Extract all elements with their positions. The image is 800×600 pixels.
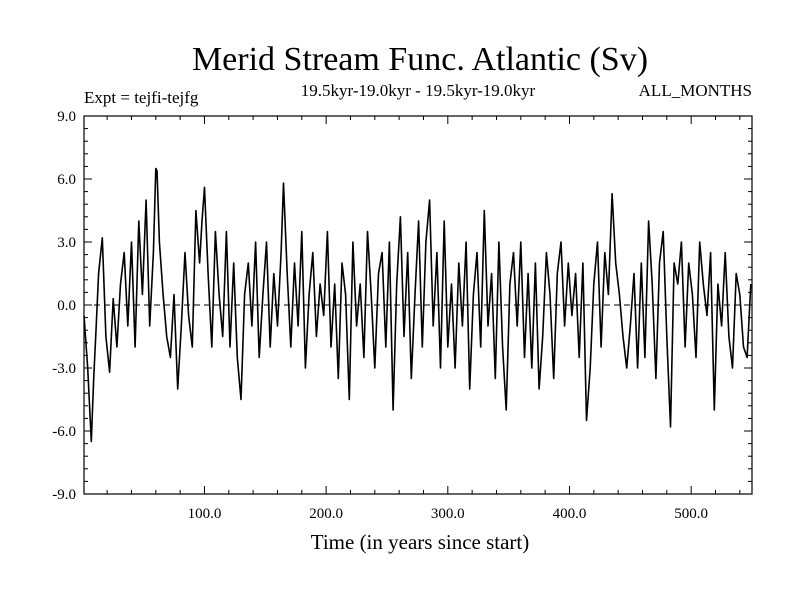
series-line-0 — [83, 167, 752, 443]
y-tick-label: 3.0 — [57, 235, 76, 251]
y-tick-label: 9.0 — [57, 109, 76, 125]
x-tick-label: 500.0 — [674, 506, 708, 522]
x-axis-label: Time (in years since start) — [311, 530, 530, 554]
y-tick-label: -9.0 — [52, 487, 76, 503]
y-tick-label: -6.0 — [52, 424, 76, 440]
y-tick-label: 6.0 — [57, 172, 76, 188]
chart-title: Merid Stream Func. Atlantic (Sv) — [192, 41, 648, 78]
x-tick-label: 100.0 — [188, 506, 222, 522]
y-tick-label: 0.0 — [57, 298, 76, 314]
x-tick-label: 300.0 — [431, 506, 465, 522]
x-tick-label: 200.0 — [309, 506, 343, 522]
period-label: 19.5kyr-19.0kyr - 19.5kyr-19.0kyr — [301, 81, 536, 100]
months-label: ALL_MONTHS — [639, 81, 752, 100]
y-tick-label: -3.0 — [52, 361, 76, 377]
plot-area: -9.0 -6.0 -3.0 0.0 3.0 6.0 9.0 100.0 200.0 300.0 4… — [52, 109, 753, 522]
expt-label: Expt = tejfi-tejfg — [84, 88, 199, 107]
x-tick-label: 400.0 — [553, 506, 587, 522]
